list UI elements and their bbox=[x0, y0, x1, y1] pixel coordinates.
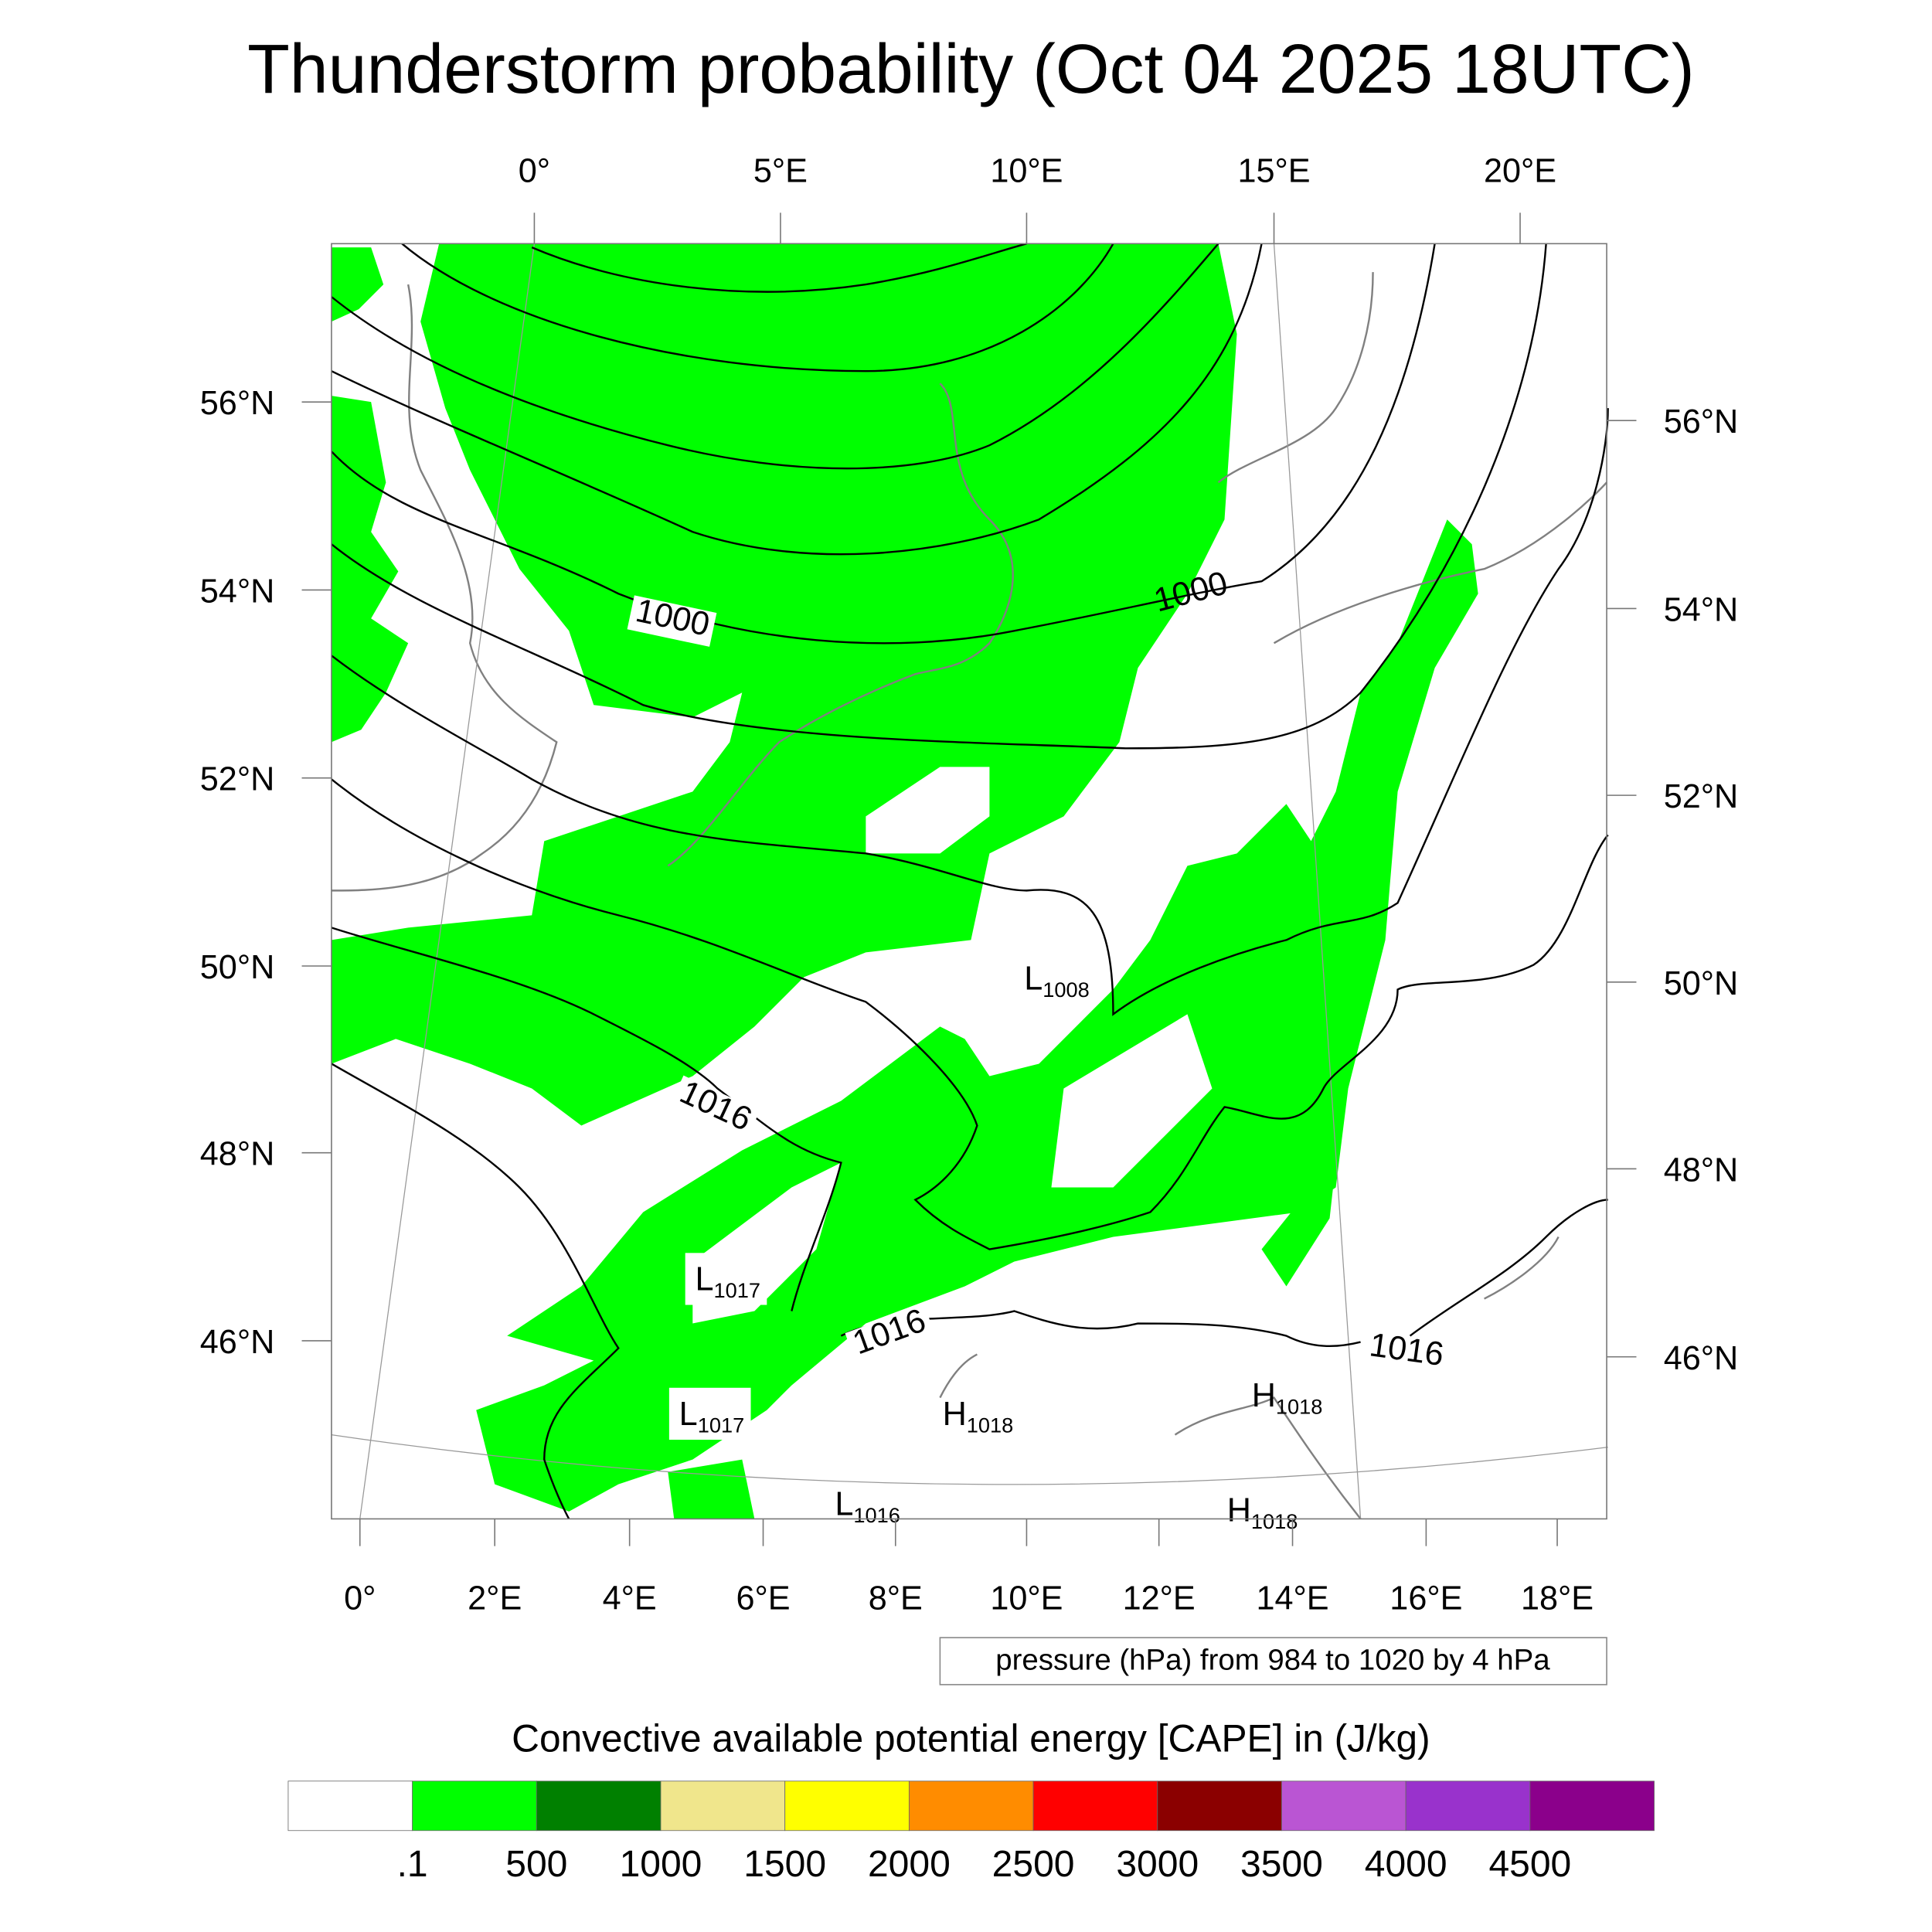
left-lat-tick-label: 56°N bbox=[200, 385, 275, 422]
colorbar-label: 500 bbox=[505, 1844, 567, 1885]
colorbar-label: 1500 bbox=[743, 1844, 826, 1885]
colorbar-swatch bbox=[287, 1781, 413, 1832]
colorbar-label: 2000 bbox=[868, 1844, 951, 1885]
colorbar-swatch bbox=[412, 1781, 537, 1832]
cape-area-east-strip bbox=[1261, 1162, 1336, 1287]
right-lat-tick-label: 48°N bbox=[1664, 1151, 1739, 1189]
right-lat-tick-label: 54°N bbox=[1664, 591, 1739, 628]
colorbar-swatch bbox=[1157, 1781, 1282, 1832]
contour-info-box: pressure (hPa) from 984 to 1020 by 4 hPa bbox=[939, 1637, 1607, 1685]
bottom-lon-tick-label: 12°E bbox=[1123, 1580, 1196, 1617]
colorbar-swatch bbox=[1281, 1781, 1406, 1832]
bottom-lon-tick-label: 16°E bbox=[1389, 1580, 1462, 1617]
bottom-lon-tick-label: 18°E bbox=[1521, 1580, 1594, 1617]
colorbar-swatch bbox=[1405, 1781, 1531, 1832]
colorbar-label: 2500 bbox=[992, 1844, 1075, 1885]
colorbar-swatch bbox=[536, 1781, 662, 1832]
cape-area-sw-patch bbox=[668, 1459, 755, 1519]
right-lat-tick-label: 46°N bbox=[1664, 1340, 1739, 1377]
right-lat-tick-label: 50°N bbox=[1664, 965, 1739, 1002]
bottom-lon-tick-label: 10°E bbox=[990, 1580, 1063, 1617]
colorbar-swatch bbox=[784, 1781, 910, 1832]
colorbar-swatch bbox=[908, 1781, 1034, 1832]
cape-area-west bbox=[331, 396, 409, 743]
pressure-center-low: L1017 bbox=[668, 1387, 751, 1440]
colorbar-label: 1000 bbox=[620, 1844, 702, 1885]
colorbar: .1 500 1000 1500 2000 2500 3000 3500 4000 4500 bbox=[287, 1781, 1655, 1885]
bottom-lon-tick-label: 0° bbox=[344, 1580, 376, 1617]
bottom-lon-tick-label: 14°E bbox=[1256, 1580, 1328, 1617]
pressure-center-low: L1016 bbox=[835, 1486, 900, 1528]
chart-title: Thunderstorm probability (Oct 04 2025 18… bbox=[247, 30, 1695, 107]
bottom-lon-tick-label: 4°E bbox=[603, 1580, 657, 1617]
pressure-center-low: L1017 bbox=[685, 1253, 767, 1305]
colorbar-label: 3000 bbox=[1116, 1844, 1199, 1885]
colorbar-swatch bbox=[1032, 1781, 1158, 1832]
colorbar-swatch bbox=[1529, 1781, 1655, 1832]
top-lon-tick-label: 20°E bbox=[1484, 152, 1556, 189]
bottom-lon-tick-label: 8°E bbox=[869, 1580, 923, 1617]
colorbar-label: 3500 bbox=[1240, 1844, 1323, 1885]
pressure-center-label: L1016 bbox=[835, 1486, 900, 1528]
top-lon-tick-label: 5°E bbox=[753, 152, 808, 189]
map-frame bbox=[331, 243, 1607, 1520]
left-lat-tick-label: 48°N bbox=[200, 1136, 275, 1173]
graticule bbox=[331, 243, 1608, 1519]
colorbar-label: 4000 bbox=[1365, 1844, 1447, 1885]
colorbar-title: Convective available potential energy [C… bbox=[512, 1716, 1430, 1760]
right-lat-tick-label: 56°N bbox=[1664, 403, 1739, 440]
isobars bbox=[331, 243, 1609, 1520]
axis-ticks: 0° 5°E 10°E 15°E 20°E 0° 2°E 4°E 6°E 8°E 10°E 12°E 1… bbox=[200, 152, 1738, 1617]
cape-area-north-sea bbox=[331, 243, 1237, 1126]
top-lon-tick-label: 10°E bbox=[990, 152, 1063, 189]
cape-area-channel bbox=[331, 247, 384, 322]
colorbar-swatch bbox=[660, 1781, 786, 1832]
bottom-lon-tick-label: 6°E bbox=[736, 1580, 790, 1617]
colorbar-label: .1 bbox=[397, 1844, 428, 1885]
colorbar-label: 4500 bbox=[1488, 1844, 1571, 1885]
top-lon-tick-label: 0° bbox=[519, 152, 550, 189]
map-panel: 1000 1000 1016 1016 1016 L1008L1017L1017… bbox=[331, 243, 1609, 1533]
coastlines bbox=[331, 272, 1607, 1520]
right-lat-tick-label: 52°N bbox=[1664, 778, 1739, 815]
top-lon-tick-label: 15°E bbox=[1237, 152, 1310, 189]
left-lat-tick-label: 50°N bbox=[200, 949, 275, 986]
contour-info-text: pressure (hPa) from 984 to 1020 by 4 hPa bbox=[995, 1644, 1550, 1677]
left-lat-tick-label: 54°N bbox=[200, 573, 275, 610]
left-lat-tick-label: 46°N bbox=[200, 1324, 275, 1361]
left-lat-tick-label: 52°N bbox=[200, 761, 275, 798]
bottom-lon-tick-label: 2°E bbox=[468, 1580, 522, 1617]
